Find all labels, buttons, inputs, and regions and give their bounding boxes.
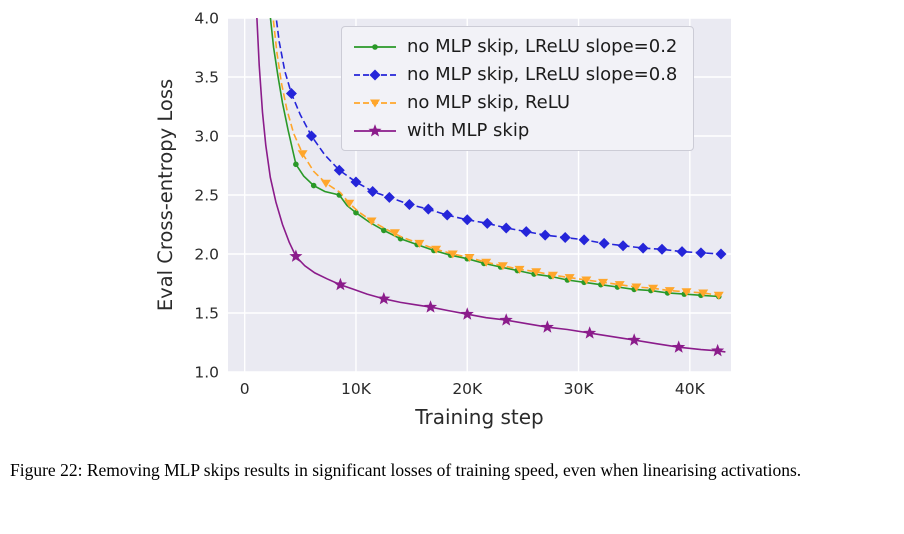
marker-diamond	[500, 222, 512, 234]
marker-star	[583, 326, 597, 339]
marker-triangle-down	[344, 199, 355, 208]
legend-item-3: with MLP skip	[352, 120, 677, 141]
series-line-3	[256, 18, 726, 353]
marker-star	[711, 343, 725, 357]
marker-diamond	[656, 243, 668, 255]
marker-circle	[372, 43, 378, 50]
marker-triangle-down	[648, 284, 659, 293]
y-tick-label: 4.0	[194, 10, 219, 28]
marker-triangle-down	[497, 262, 508, 271]
marker-triangle-down	[366, 217, 377, 226]
marker-star	[460, 307, 474, 320]
marker-star	[333, 277, 347, 291]
legend-label: no MLP skip, LReLU slope=0.2	[407, 36, 678, 57]
marker-diamond	[481, 217, 493, 229]
marker-star	[672, 340, 686, 353]
marker-diamond	[520, 226, 532, 238]
y-axis-label: Eval Cross-entropy Loss	[154, 79, 177, 311]
diamond-legend-glyph	[354, 69, 396, 80]
x-tick-label: 0	[240, 380, 250, 398]
marker-diamond	[383, 191, 395, 203]
marker-circle	[310, 182, 317, 189]
triangle-down-legend-glyph	[354, 99, 396, 107]
marker-star	[499, 313, 513, 326]
x-tick-label: 10K	[341, 380, 372, 398]
marker-triangle-down	[547, 271, 558, 280]
marker-triangle-down	[631, 283, 642, 292]
x-tick-label: 20K	[452, 380, 483, 398]
x-tick-label: 30K	[564, 380, 595, 398]
marker-triangle-down	[698, 289, 709, 298]
chart-legend: no MLP skip, LReLU slope=0.2 no MLP skip,…	[341, 26, 695, 151]
marker-triangle-down	[664, 287, 675, 296]
marker-star	[627, 333, 641, 346]
x-axis-label: Training step	[414, 405, 544, 429]
y-tick-label: 2.0	[194, 246, 219, 264]
marker-star	[540, 320, 554, 333]
circle-legend-glyph	[354, 43, 396, 50]
y-tick-label: 2.5	[194, 187, 219, 205]
x-tick-label: 40K	[675, 380, 706, 398]
y-tick-label: 1.5	[194, 305, 219, 323]
marker-diamond	[715, 248, 727, 260]
series-line-2	[272, 18, 719, 297]
marker-diamond	[539, 229, 551, 241]
marker-diamond	[617, 240, 629, 252]
star-legend-glyph	[354, 123, 396, 137]
marker-circle	[380, 227, 387, 234]
marker-triangle-down	[481, 258, 492, 267]
marker-diamond	[333, 164, 345, 176]
series-group	[256, 18, 727, 357]
marker-diamond	[637, 242, 649, 254]
legend-label: no MLP skip, LReLU slope=0.8	[407, 64, 678, 85]
marker-diamond	[422, 203, 434, 215]
y-tick-label: 3.5	[194, 69, 219, 87]
y-tick-label: 3.0	[194, 128, 219, 146]
legend-item-2: no MLP skip, ReLU	[352, 92, 677, 113]
marker-diamond	[403, 198, 415, 210]
marker-triangle-down	[581, 276, 592, 285]
legend-item-0: no MLP skip, LReLU slope=0.2	[352, 36, 677, 57]
marker-diamond	[695, 247, 707, 259]
marker-triangle-down	[598, 278, 609, 287]
marker-star	[289, 249, 303, 262]
marker-triangle-down	[681, 288, 692, 297]
marker-triangle-down	[431, 245, 442, 254]
caption-body: Removing MLP skips results in significan…	[86, 460, 802, 480]
marker-star	[424, 300, 438, 313]
marker-triangle-down	[297, 150, 308, 159]
marker-triangle-down	[447, 250, 458, 259]
marker-diamond	[578, 234, 590, 246]
marker-diamond	[461, 214, 473, 226]
marker-triangle-down	[320, 179, 331, 188]
y-tick-label: 1.0	[194, 364, 219, 382]
marker-circle	[353, 209, 359, 216]
marker-triangle-down	[464, 254, 475, 263]
marker-diamond	[367, 185, 379, 197]
marker-star	[368, 123, 382, 137]
marker-triangle-down	[414, 239, 425, 248]
marker-triangle-down	[370, 99, 380, 107]
caption-prefix: Figure 22:	[10, 460, 83, 480]
legend-label: no MLP skip, ReLU	[407, 92, 571, 113]
legend-label: with MLP skip	[407, 120, 530, 141]
figure-caption: Figure 22: Removing MLP skips results in…	[10, 458, 892, 483]
marker-triangle-down	[713, 291, 724, 300]
marker-diamond	[559, 231, 571, 243]
marker-triangle-down	[531, 268, 542, 277]
marker-triangle-down	[614, 281, 625, 290]
marker-circle	[293, 161, 299, 168]
marker-diamond	[676, 246, 688, 258]
marker-triangle-down	[564, 274, 575, 283]
marker-diamond	[285, 88, 297, 100]
marker-triangle-down	[389, 229, 400, 238]
marker-star	[377, 291, 391, 305]
marker-diamond	[441, 209, 453, 221]
marker-diamond	[305, 130, 317, 142]
marker-triangle-down	[514, 265, 525, 274]
marker-diamond	[350, 176, 362, 188]
marker-diamond	[598, 237, 610, 249]
legend-item-1: no MLP skip, LReLU slope=0.8	[352, 64, 677, 85]
marker-diamond	[369, 69, 381, 80]
